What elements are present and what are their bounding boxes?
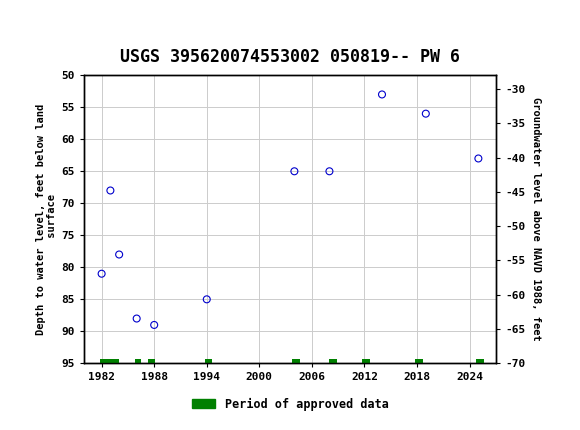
Point [421,110,430,117]
Y-axis label: Depth to water level, feet below land
 surface: Depth to water level, feet below land su… [36,104,57,335]
Point [97,270,106,277]
Point [150,322,159,329]
Point [290,168,299,175]
Point [202,296,211,303]
Point [114,251,124,258]
Point [325,168,334,175]
Point [474,155,483,162]
Legend: Period of approved data: Period of approved data [187,393,393,415]
Point [378,91,387,98]
Text: ☑USGS: ☑USGS [14,14,86,31]
Text: USGS 395620074553002 050819-- PW 6: USGS 395620074553002 050819-- PW 6 [120,48,460,66]
Point [106,187,115,194]
Y-axis label: Groundwater level above NAVD 1988, feet: Groundwater level above NAVD 1988, feet [531,98,541,341]
Point [132,315,142,322]
